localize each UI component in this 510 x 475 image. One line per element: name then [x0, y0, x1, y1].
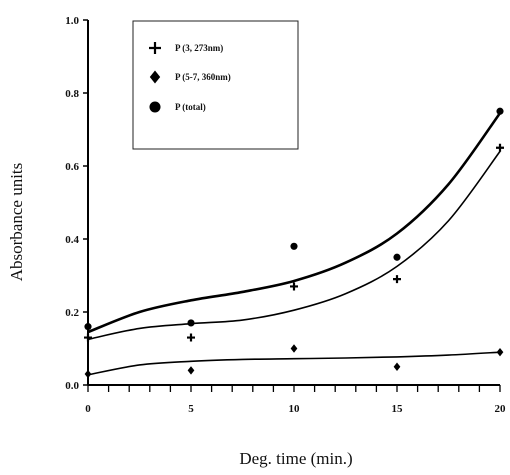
fit-curve-diamond: [87, 351, 501, 376]
point-circle: [187, 319, 195, 327]
data-points: [84, 107, 504, 379]
legend-label: P (total): [175, 102, 206, 112]
point-plus: [187, 333, 195, 342]
y-tick-label: 0.6: [65, 161, 79, 173]
y-tick-label: 0.0: [65, 380, 79, 392]
legend-items: P (3, 273nm) P (5-7, 360nm) P (total): [149, 42, 231, 113]
y-tick-label: 0.2: [65, 307, 79, 319]
point-diamond: [496, 347, 504, 357]
point-circle: [290, 242, 298, 250]
point-plus: [393, 275, 401, 284]
point-plus: [290, 282, 298, 291]
fit-curve-circle: [87, 112, 502, 334]
point-diamond: [187, 366, 195, 375]
y-tick-label: 1.0: [65, 15, 79, 27]
y-tick-label: 0.4: [65, 234, 79, 246]
legend-label: P (3, 273nm): [175, 43, 223, 53]
x-tick-label: 15: [392, 403, 404, 415]
legend-box: [132, 20, 299, 150]
legend: P (3, 273nm) P (5-7, 360nm) P (total): [132, 20, 299, 150]
legend-marker-circle: [149, 101, 161, 113]
y-tick-label: 0.8: [65, 88, 79, 100]
x-tick-label: 0: [85, 403, 91, 415]
fit-curve-plus: [87, 150, 501, 341]
point-diamond: [393, 362, 401, 371]
point-circle: [393, 253, 401, 261]
point-plus: [496, 143, 504, 152]
y-axis-title: Absorbance units: [7, 163, 26, 282]
legend-marker-plus: [149, 42, 161, 54]
x-axis-title: Deg. time (min.): [239, 449, 352, 468]
fit-curves: [87, 112, 502, 376]
y-axis-ticks: 0.0 0.2 0.4 0.6 0.8 1.0: [65, 15, 88, 392]
point-circle: [496, 107, 504, 115]
x-tick-label: 10: [289, 403, 301, 415]
point-diamond: [290, 344, 298, 353]
x-axis-ticks: 0 5 10 15 20: [85, 385, 506, 415]
x-tick-label: 5: [188, 403, 194, 415]
legend-label: P (5-7, 360nm): [175, 72, 231, 82]
legend-marker-diamond: [149, 70, 161, 84]
x-tick-label: 20: [495, 403, 507, 415]
